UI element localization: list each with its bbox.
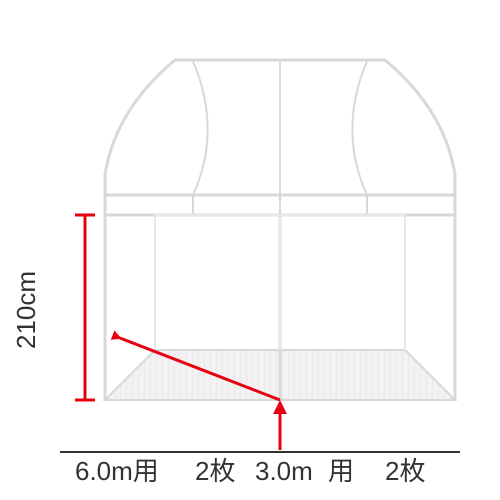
bottom-label-part: 6.0m用: [75, 456, 159, 486]
roof-rib: [193, 60, 208, 195]
bottom-label-part: 3.0m: [255, 456, 313, 486]
height-label: 210cm: [11, 271, 41, 349]
bottom-label-part: 2枚: [385, 456, 425, 486]
tent-diagram: 210cm 6.0m用 2枚 3.0m 用 2枚: [0, 0, 500, 500]
bottom-label-part: 用: [328, 456, 354, 486]
roof-rib: [352, 60, 367, 195]
bottom-label-part: 2枚: [195, 456, 235, 486]
leader-arrowhead: [273, 400, 287, 414]
